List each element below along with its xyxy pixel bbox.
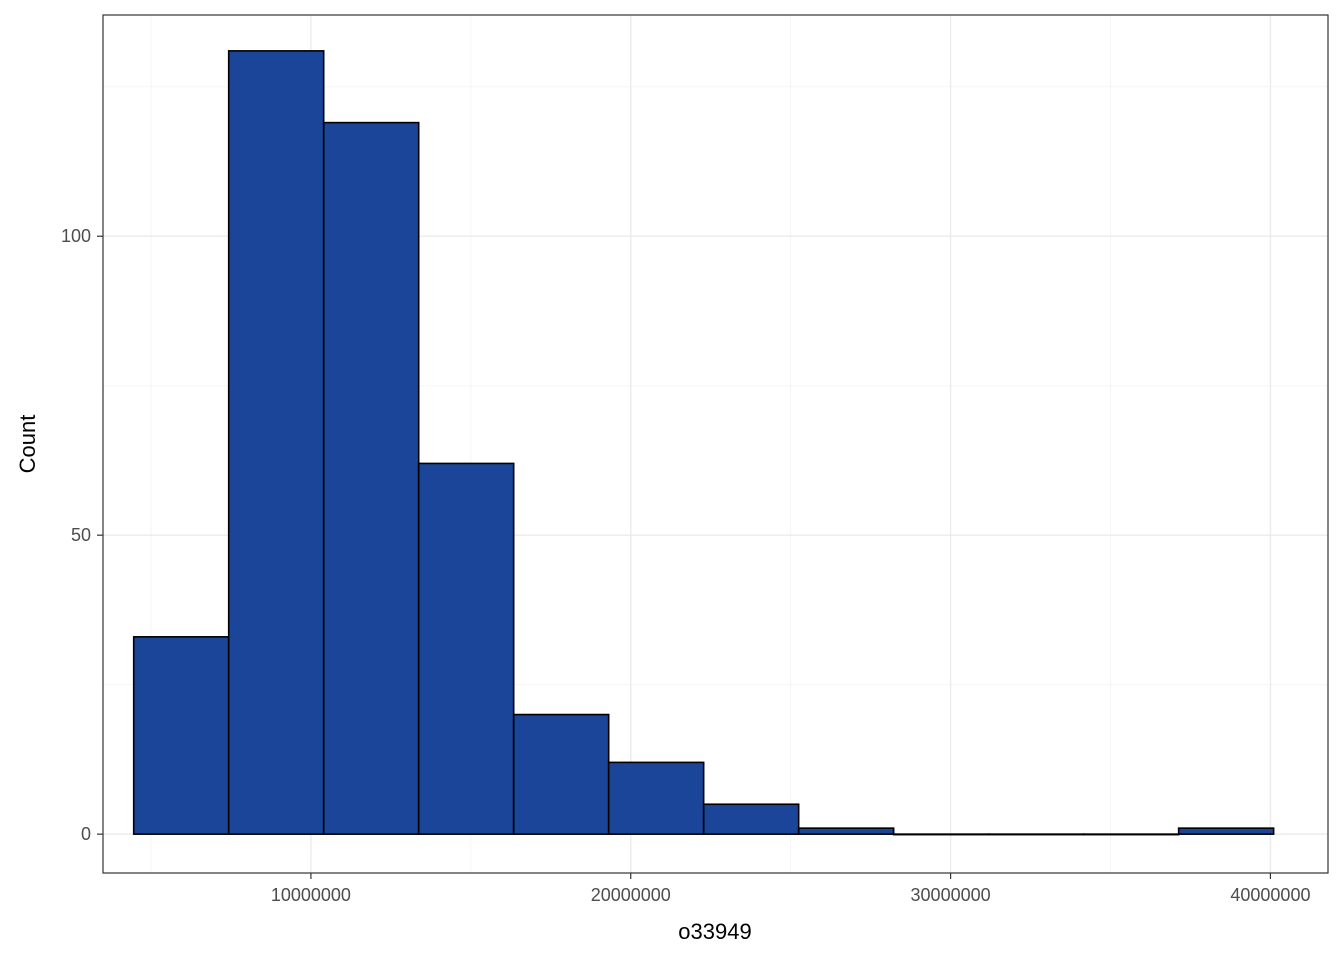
- y-tick-label: 50: [71, 525, 91, 545]
- histogram-bar-8: [797, 827, 895, 835]
- histogram-bar-2: [227, 50, 325, 835]
- x-tick-label: 40000000: [1230, 885, 1310, 905]
- histogram-bar-1: [132, 636, 230, 835]
- histogram-bar-9: [892, 833, 990, 836]
- x-axis: 10000000 20000000 30000000 40000000: [271, 873, 1310, 905]
- x-tick-label: 20000000: [591, 885, 671, 905]
- histogram-bar-7: [702, 803, 800, 835]
- histogram-bar-5: [512, 713, 610, 835]
- x-axis-title: o33949: [678, 919, 751, 944]
- y-tick-label: 100: [61, 226, 91, 246]
- histogram-bar-6: [607, 761, 705, 835]
- histogram-bar-3: [322, 121, 420, 835]
- histogram-bar-10: [987, 833, 1085, 836]
- histogram-bar-4: [417, 462, 515, 835]
- y-tick-label: 0: [81, 824, 91, 844]
- histogram-bar-11: [1082, 833, 1180, 836]
- panel-border: [102, 14, 1329, 874]
- histogram-bar-12: [1177, 827, 1275, 835]
- y-axis: 0 50 100: [61, 226, 103, 844]
- y-axis-title: Count: [15, 415, 40, 474]
- x-tick-label: 10000000: [271, 885, 351, 905]
- x-tick-label: 30000000: [911, 885, 991, 905]
- histogram-bars: [132, 50, 1275, 836]
